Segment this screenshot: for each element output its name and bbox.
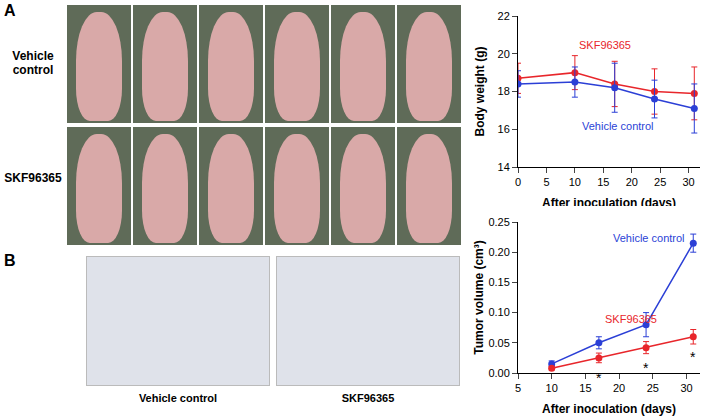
svg-text:15: 15 <box>579 382 591 394</box>
svg-text:0: 0 <box>515 176 521 188</box>
html-text:SKF96365: SKF96365 <box>4 171 62 185</box>
svg-text:0.20: 0.20 <box>488 246 509 258</box>
html-text:Vehicle control: Vehicle control <box>12 49 54 77</box>
svg-text:SKF96365: SKF96365 <box>579 39 631 51</box>
svg-text:Vehicle control: Vehicle control <box>582 120 654 132</box>
svg-text:22: 22 <box>498 10 510 22</box>
svg-text:10: 10 <box>569 176 581 188</box>
html-text:SKF96365: SKF96365 <box>341 392 395 404</box>
svg-text:30: 30 <box>683 176 695 188</box>
svg-text:0.15: 0.15 <box>488 276 509 288</box>
svg-text:Tumor volume (cm³): Tumor volume (cm³) <box>472 240 486 354</box>
svg-text:18: 18 <box>498 85 510 97</box>
svg-text:10: 10 <box>546 382 558 394</box>
svg-text:15: 15 <box>597 176 609 188</box>
svg-text:Vehicle control: Vehicle control <box>613 232 685 244</box>
svg-text:20: 20 <box>613 382 625 394</box>
svg-text:25: 25 <box>647 382 659 394</box>
svg-text:14: 14 <box>498 161 510 173</box>
svg-text:*: * <box>690 349 696 365</box>
svg-text:After inoculation (days): After inoculation (days) <box>542 402 676 416</box>
svg-text:16: 16 <box>498 123 510 135</box>
html-text:Vehicle control: Vehicle control <box>138 392 218 404</box>
svg-text:5: 5 <box>515 382 521 394</box>
svg-text:20: 20 <box>626 176 638 188</box>
svg-text:*: * <box>643 360 649 376</box>
svg-text:0.05: 0.05 <box>488 337 509 349</box>
svg-text:30: 30 <box>680 382 692 394</box>
svg-text:0.00: 0.00 <box>488 367 509 379</box>
svg-text:After inoculation (days): After inoculation (days) <box>542 196 676 210</box>
svg-text:0.10: 0.10 <box>488 306 509 318</box>
svg-text:5: 5 <box>543 176 549 188</box>
svg-text:25: 25 <box>654 176 666 188</box>
svg-text:*: * <box>596 370 602 386</box>
html-text:B: B <box>4 252 16 269</box>
svg-text:Body weight (g): Body weight (g) <box>473 47 487 137</box>
html-text:A: A <box>4 2 16 19</box>
svg-text:20: 20 <box>498 48 510 60</box>
svg-text:0.25: 0.25 <box>488 216 509 228</box>
svg-text:SKF96365: SKF96365 <box>605 313 657 325</box>
